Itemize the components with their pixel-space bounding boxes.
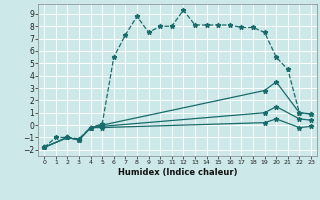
X-axis label: Humidex (Indice chaleur): Humidex (Indice chaleur) <box>118 168 237 177</box>
